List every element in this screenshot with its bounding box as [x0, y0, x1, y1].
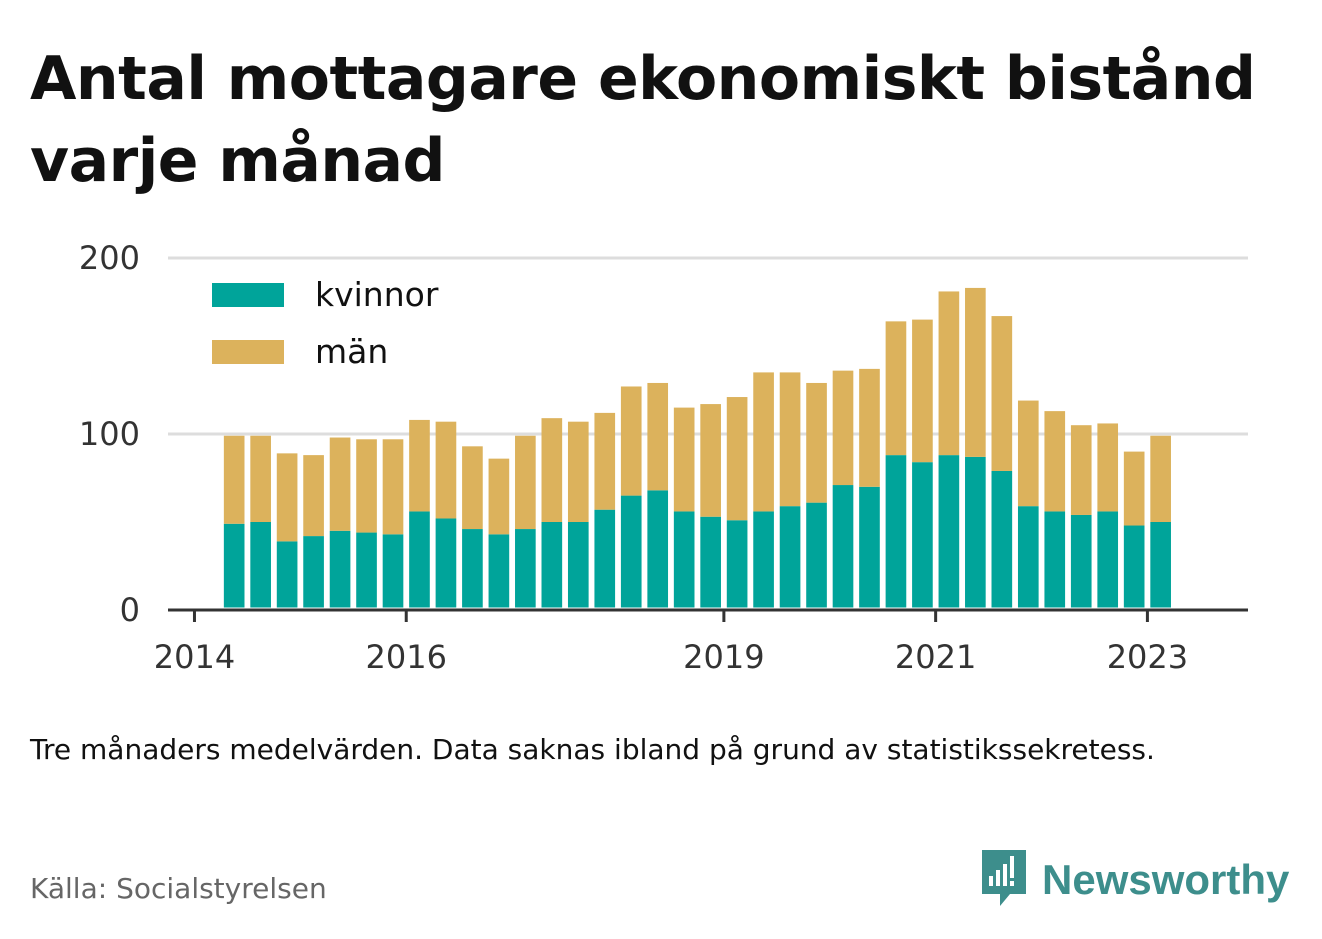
legend-swatch-kvinnor: [212, 283, 284, 307]
chart-note: Tre månaders medelvärden. Data saknas ib…: [30, 733, 1155, 766]
bar-kvinnor: [726, 520, 748, 608]
bar-man: [700, 404, 721, 517]
bar-man: [567, 421, 589, 522]
bar-man: [912, 319, 933, 463]
bar-kvinnor: [1070, 514, 1092, 608]
chart-title: Antal mottagare ekonomiskt bistånd varje…: [30, 44, 1256, 196]
x-tick-label: 2019: [683, 638, 764, 676]
y-tick-label: 100: [79, 415, 140, 453]
bar-kvinnor: [356, 532, 377, 608]
bar-kvinnor: [276, 541, 298, 608]
bar-kvinnor: [250, 522, 271, 608]
bar-kvinnor: [991, 470, 1013, 608]
bar-kvinnor: [806, 502, 827, 608]
bar-kvinnor: [303, 536, 324, 608]
bar-man: [276, 453, 298, 542]
bar-kvinnor: [965, 456, 986, 608]
bar-man: [462, 446, 483, 530]
bar-man: [832, 370, 854, 486]
legend: kvinnor män: [212, 275, 439, 371]
bar-kvinnor: [1150, 522, 1171, 608]
bar-man: [1150, 435, 1171, 522]
y-tick-label: 200: [79, 239, 140, 277]
bar-man: [753, 372, 774, 512]
bar-man: [726, 397, 748, 521]
stacked-bar-chart: 0 100 200 2014 2016 2019 2021 2023 kvinnor män: [79, 239, 1248, 676]
bar-man: [1070, 425, 1092, 515]
bar-kvinnor: [885, 455, 907, 608]
bar-man: [1097, 423, 1119, 512]
x-tick-label: 2014: [154, 638, 235, 676]
bar-kvinnor: [435, 518, 457, 608]
bar-man: [435, 421, 457, 519]
bar-man: [488, 458, 510, 535]
bar-man: [223, 435, 245, 524]
bar-man: [329, 437, 351, 531]
bar-kvinnor: [673, 511, 695, 608]
legend-swatch-man: [212, 340, 284, 364]
bar-man: [859, 368, 880, 487]
brand-name: Newsworthy: [1042, 856, 1290, 903]
x-tick-label: 2023: [1107, 638, 1188, 676]
bar-kvinnor: [1097, 511, 1119, 608]
bar-man: [779, 372, 801, 507]
bar-kvinnor: [938, 455, 960, 608]
legend-label-kvinnor: kvinnor: [315, 275, 439, 314]
axes: 0 100 200 2014 2016 2019 2021 2023: [79, 239, 1248, 676]
bar-kvinnor: [912, 462, 933, 608]
bar-man: [806, 382, 827, 503]
bar-kvinnor: [488, 534, 510, 608]
bars: [223, 287, 1171, 608]
bar-man: [303, 455, 324, 537]
newsworthy-chart-icon: [980, 848, 1028, 912]
bar-kvinnor: [223, 523, 245, 608]
bar-man: [673, 407, 695, 512]
bar-man: [647, 382, 669, 491]
bar-kvinnor: [462, 529, 483, 608]
bar-kvinnor: [779, 506, 801, 608]
bar-kvinnor: [1017, 506, 1039, 608]
bar-kvinnor: [859, 486, 880, 608]
bar-man: [515, 435, 536, 530]
x-tick-label: 2016: [366, 638, 447, 676]
legend-label-man: män: [315, 332, 388, 371]
bar-man: [409, 419, 430, 512]
bar-man: [594, 412, 616, 510]
bar-man: [620, 386, 642, 496]
bar-kvinnor: [541, 522, 563, 608]
bar-kvinnor: [700, 516, 721, 608]
bar-man: [1017, 400, 1039, 507]
bar-man: [541, 418, 563, 522]
x-tick-label: 2021: [895, 638, 976, 676]
bar-man: [965, 287, 986, 457]
bar-man: [938, 291, 960, 456]
bar-man: [885, 321, 907, 456]
bar-kvinnor: [1044, 511, 1066, 608]
bar-kvinnor: [329, 530, 351, 608]
bar-kvinnor: [753, 511, 774, 608]
bar-kvinnor: [515, 529, 536, 608]
bar-kvinnor: [409, 511, 430, 608]
bar-man: [382, 439, 404, 535]
source-credit: Källa: Socialstyrelsen: [30, 872, 327, 905]
bar-kvinnor: [382, 534, 404, 608]
bar-kvinnor: [1123, 525, 1145, 608]
bar-man: [1123, 451, 1145, 526]
bar-man: [1044, 411, 1066, 512]
bar-kvinnor: [594, 509, 616, 608]
bar-kvinnor: [832, 485, 854, 608]
bar-kvinnor: [567, 522, 589, 608]
bar-man: [991, 316, 1013, 471]
bar-kvinnor: [620, 495, 642, 608]
bar-man: [250, 435, 271, 522]
bar-man: [356, 439, 377, 533]
brand-logo: Newsworthy: [980, 848, 1289, 912]
y-tick-label: 0: [120, 591, 140, 629]
bar-kvinnor: [647, 490, 669, 608]
